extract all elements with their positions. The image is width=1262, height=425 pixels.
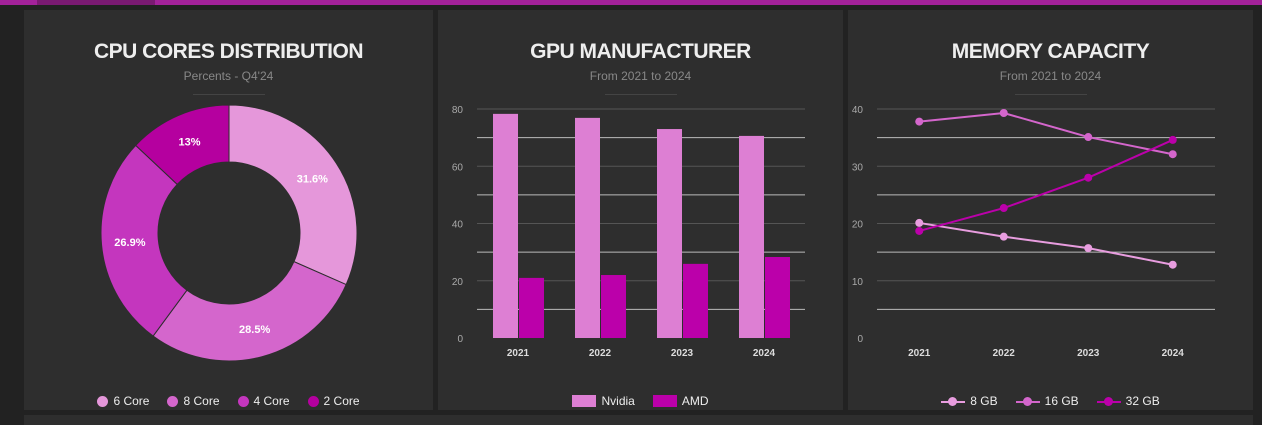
legend-label: 32 GB — [1125, 394, 1160, 408]
chart-legend: 8 GB 16 GB 32 GB — [848, 394, 1253, 408]
panel-title: MEMORY CAPACITY — [951, 40, 1150, 63]
divider — [192, 94, 265, 95]
line-32gb — [918, 139, 1174, 232]
slice-label: 13% — [178, 137, 200, 149]
donut-slice-4-core — [100, 144, 188, 337]
bar-amd-2024 — [765, 256, 790, 338]
bar-chart: 0 20 40 60 80 2021 2022 2023 2024 — [452, 105, 805, 359]
point-16gb-2021 — [915, 117, 924, 126]
legend-item[interactable]: 2 Core — [307, 394, 360, 408]
line-8gb — [919, 221, 1173, 266]
bar-nvidia-2024 — [739, 135, 764, 338]
slice-label: 31.6% — [297, 174, 328, 186]
bar-nvidia-2021 — [493, 113, 518, 339]
x-tick-label: 2024 — [753, 348, 776, 359]
memory-capacity-panel: MEMORY CAPACITY From 2021 to 2024 0 10 20 3… — [848, 10, 1253, 410]
panel-subtitle: Percents - Q4'24 — [183, 69, 274, 83]
y-tick-label: 60 — [452, 162, 464, 173]
legend-label: 4 Core — [253, 394, 290, 408]
legend-item[interactable]: 32 GB — [1096, 394, 1160, 408]
cpu-cores-panel: CPU CORES DISTRIBUTION Percents - Q4'24 … — [24, 10, 433, 410]
point-32gb-2024 — [1168, 135, 1177, 144]
active-tab-indicator — [37, 0, 155, 5]
y-tick-label: 0 — [857, 334, 863, 345]
gpu-manufacturer-panel: GPU MANUFACTURER From 2021 to 2024 0 20 40… — [438, 10, 843, 410]
slice-label: 26.9% — [114, 237, 145, 249]
legend-item[interactable]: AMD — [652, 394, 709, 408]
bar-amd-2022 — [601, 275, 626, 338]
legend-marker — [237, 395, 249, 407]
legend-label: AMD — [681, 394, 709, 408]
point-16gb-2023 — [1084, 133, 1093, 142]
x-tick-label: 2021 — [507, 348, 530, 359]
donut-chart: 31.6% 28.5% 26.9% 13% — [100, 104, 358, 362]
legend-marker — [1096, 396, 1121, 407]
legend-item[interactable]: 8 GB — [941, 394, 998, 408]
top-accent-bar — [0, 0, 1262, 5]
x-tick-label: 2023 — [1077, 348, 1100, 359]
line-16gb — [919, 111, 1173, 156]
legend-item[interactable]: Nvidia — [572, 394, 635, 408]
point-8gb-2023 — [1084, 244, 1093, 253]
legend-item[interactable]: 8 Core — [167, 394, 220, 408]
bar-nvidia-2022 — [575, 117, 600, 338]
slice-label: 28.5% — [239, 324, 270, 336]
legend-item[interactable]: 16 GB — [1015, 394, 1079, 408]
bar-amd-2023 — [683, 263, 708, 338]
divider — [1014, 94, 1087, 95]
point-8gb-2022 — [999, 232, 1008, 241]
legend-item[interactable]: 4 Core — [237, 394, 290, 408]
point-32gb-2021 — [915, 226, 924, 235]
point-8gb-2021 — [915, 218, 924, 227]
divider — [604, 94, 677, 95]
legend-marker — [941, 396, 966, 407]
legend-label: Nvidia — [601, 394, 635, 408]
y-tick-label: 40 — [452, 220, 464, 231]
panel-subtitle: From 2021 to 2024 — [589, 69, 692, 83]
point-32gb-2022 — [999, 204, 1008, 213]
bar-amd-2021 — [519, 277, 544, 338]
y-tick-label: 20 — [852, 220, 864, 231]
y-tick-label: 40 — [852, 105, 864, 116]
bottom-panel — [24, 415, 1253, 425]
x-tick-label: 2024 — [1162, 348, 1185, 359]
x-tick-label: 2023 — [671, 348, 694, 359]
panel-subtitle: From 2021 to 2024 — [999, 69, 1102, 83]
legend-marker — [572, 395, 597, 407]
chart-legend: Nvidia AMD — [438, 394, 843, 408]
legend-marker — [307, 395, 319, 407]
point-32gb-2023 — [1084, 173, 1093, 182]
panel-title: GPU MANUFACTURER — [530, 40, 751, 63]
legend-marker — [167, 395, 179, 407]
y-tick-label: 80 — [452, 105, 464, 116]
legend-marker — [652, 395, 677, 407]
point-16gb-2022 — [999, 109, 1008, 118]
point-8gb-2024 — [1168, 260, 1177, 269]
legend-marker — [1015, 396, 1040, 407]
y-tick-label: 0 — [457, 334, 463, 345]
donut-slice-2-core — [134, 104, 230, 186]
line-chart: 0 10 20 30 40 2021 2022 2023 2024 — [852, 105, 1215, 359]
bar-nvidia-2023 — [657, 129, 682, 338]
panel-title: CPU CORES DISTRIBUTION — [93, 40, 364, 63]
x-tick-label: 2022 — [589, 348, 612, 359]
donut-slice-8-core — [152, 260, 347, 362]
donut-slice-6-core — [228, 104, 358, 286]
x-tick-label: 2022 — [993, 348, 1016, 359]
point-16gb-2024 — [1168, 150, 1177, 159]
legend-label: 8 Core — [183, 394, 220, 408]
legend-label: 16 GB — [1044, 394, 1079, 408]
y-tick-label: 10 — [852, 277, 864, 288]
legend-label: 6 Core — [113, 394, 150, 408]
legend-marker — [97, 395, 109, 407]
legend-item[interactable]: 6 Core — [97, 394, 149, 408]
x-tick-label: 2021 — [908, 348, 931, 359]
legend-label: 2 Core — [323, 394, 360, 408]
y-tick-label: 30 — [852, 162, 864, 173]
y-tick-label: 20 — [452, 277, 464, 288]
legend-label: 8 GB — [970, 394, 998, 408]
chart-legend: 6 Core 8 Core 4 Core 2 Core — [24, 394, 433, 408]
